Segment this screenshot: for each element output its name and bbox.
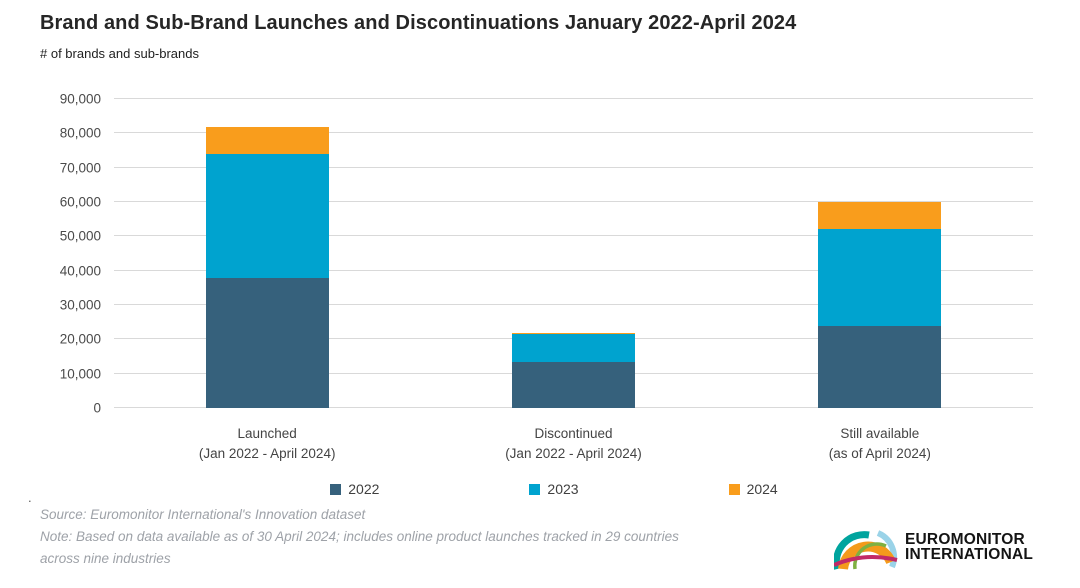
chart-units-subtitle: # of brands and sub-brands [40, 46, 199, 61]
legend-item-2022: 2022 [330, 481, 379, 497]
gridline [114, 201, 1033, 202]
euromonitor-logo-text: EUROMONITOR INTERNATIONAL [905, 531, 1034, 563]
y-axis-tick-label: 30,000 [59, 297, 101, 313]
y-axis-tick-label: 20,000 [59, 331, 101, 347]
y-axis-tick-label: 40,000 [59, 263, 101, 279]
bars-area [114, 99, 1033, 408]
y-axis-tick-label: 60,000 [59, 194, 101, 210]
bar-segment-2024 [205, 126, 329, 154]
gridline [114, 235, 1033, 237]
chart-legend: 2022 2023 2024 [0, 481, 1080, 497]
bar-segment-2022 [818, 325, 942, 408]
stacked-bar-discontinued [511, 99, 635, 408]
y-axis-tick-label: 10,000 [59, 366, 101, 382]
bar-segment-2023 [511, 334, 635, 362]
category-label: Discontinued (Jan 2022 - April 2024) [505, 426, 642, 461]
methodology-note: Note: Based on data available as of 30 A… [40, 529, 679, 566]
legend-swatch-icon [529, 483, 541, 495]
euromonitor-logo-arcs-icon [832, 521, 898, 573]
bar-slot [420, 99, 726, 408]
y-axis-tick-label: 50,000 [59, 228, 101, 244]
gridline [114, 166, 1033, 168]
euromonitor-logo: EUROMONITOR INTERNATIONAL [832, 521, 1034, 573]
bar-segment-2022 [205, 277, 329, 408]
bar-slot [727, 99, 1033, 408]
gridline [114, 132, 1033, 134]
bar-segment-2022 [511, 361, 635, 408]
bar-segment-2024 [511, 332, 635, 335]
gridline [114, 304, 1033, 305]
legend-item-2023: 2023 [529, 481, 579, 497]
gridline [114, 269, 1033, 271]
gridline [114, 98, 1033, 99]
page-title: Brand and Sub-Brand Launches and Discont… [40, 12, 797, 34]
category-label: Launched (Jan 2022 - April 2024) [198, 426, 336, 461]
bar-segment-2023 [205, 153, 329, 278]
logo-line-2: INTERNATIONAL [905, 546, 1034, 563]
legend-label: 2022 [348, 481, 380, 497]
bar-segment-2023 [818, 229, 942, 326]
legend-swatch-icon [728, 483, 740, 495]
source-note: Source: Euromonitor International's Inno… [40, 507, 366, 522]
stray-dot: . [28, 490, 32, 505]
category-label: Still available (as of April 2024) [828, 426, 931, 461]
y-axis-tick-label: 80,000 [59, 125, 101, 141]
legend-item-2024: 2024 [728, 481, 778, 497]
chart-plot-area: 0 10,000 20,000 30,000 40,000 50,000 60,000 70,… [60, 92, 1033, 416]
legend-label: 2023 [547, 481, 579, 497]
legend-swatch-icon [330, 483, 342, 495]
stacked-bar-still-available [818, 99, 942, 408]
stacked-bar-launched [205, 99, 329, 408]
legend-label: 2024 [746, 481, 778, 497]
bar-segment-2024 [818, 202, 942, 230]
logo-line-1: EUROMONITOR [905, 531, 1025, 548]
x-axis-category-labels: Launched (Jan 2022 - April 2024) Discontin… [114, 424, 1033, 464]
y-axis-tick-label: 90,000 [59, 91, 101, 107]
bar-slot [114, 99, 420, 408]
y-axis-tick-label: 0 [93, 400, 101, 416]
y-axis-tick-label: 70,000 [59, 160, 101, 176]
